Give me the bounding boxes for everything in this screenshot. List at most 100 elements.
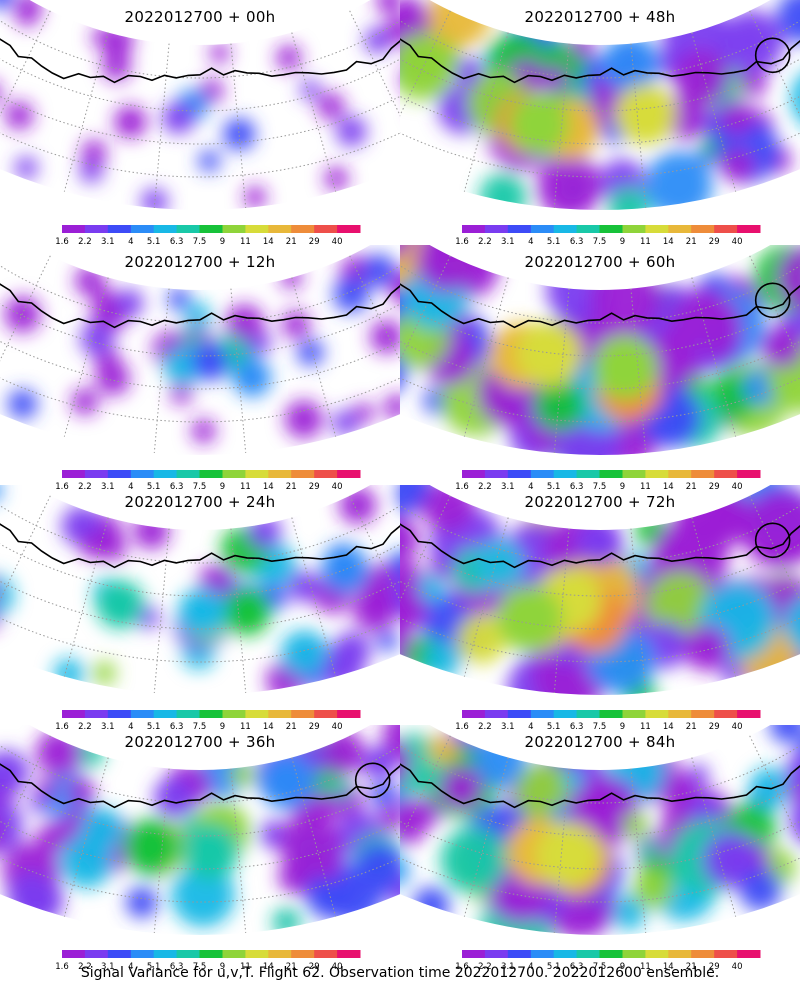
colorbar-label: 1.6 xyxy=(455,722,469,732)
colorbar: 1.6 2.2 3.1 4 5.1 6.3 7.5 9 11 14 21 29 40 xyxy=(455,225,761,247)
colorbar-label: 4 xyxy=(528,237,533,247)
panel-12h: 1.6 2.2 3.1 4 5.1 6.3 7.5 9 11 14 21 29 40 202201270… xyxy=(0,245,400,495)
colorbar-swatch xyxy=(622,470,646,478)
colorbar-label: 6.3 xyxy=(570,722,584,732)
colorbar-label: 1.6 xyxy=(455,482,469,492)
variance-blob xyxy=(321,647,364,690)
latitude-line xyxy=(0,20,400,79)
colorbar-swatch xyxy=(714,710,738,718)
latitude-line xyxy=(0,580,400,630)
colorbar-label: 5.1 xyxy=(147,237,161,247)
colorbar-label: 40 xyxy=(732,237,743,247)
colorbar-label: 2.2 xyxy=(478,482,492,492)
latitude-line xyxy=(400,265,800,324)
colorbar-swatch xyxy=(484,710,509,718)
colorbar: 1.6 2.2 3.1 4 5.1 6.3 7.5 9 11 14 21 29 40 xyxy=(455,710,761,732)
variance-blob xyxy=(0,81,2,104)
colorbar-swatch xyxy=(222,470,246,478)
variance-maximum xyxy=(516,320,583,387)
colorbar-label: 3.1 xyxy=(501,237,515,247)
variance-blob xyxy=(428,734,459,765)
variance-blob xyxy=(576,518,623,565)
coastline xyxy=(400,282,800,329)
variance-blob xyxy=(141,188,168,211)
colorbar-label: 3.1 xyxy=(501,962,515,972)
colorbar: 1.6 2.2 3.1 4 5.1 6.3 7.5 9 11 14 21 29 40 xyxy=(55,710,361,732)
colorbar-swatch xyxy=(737,710,761,718)
colorbar-swatch xyxy=(199,950,223,958)
variance-blob xyxy=(279,813,342,875)
variance-maximum xyxy=(535,821,603,890)
panel-title: 2022012700 + 60h xyxy=(524,253,676,271)
latitude-line xyxy=(400,95,800,145)
variance-blob xyxy=(67,777,96,806)
coastline xyxy=(400,762,800,809)
variance-blob xyxy=(672,49,729,106)
variance-blob xyxy=(191,418,216,444)
variance-blob xyxy=(718,99,755,136)
colorbar-label: 9 xyxy=(220,962,225,972)
colorbar-label: 7.5 xyxy=(193,722,207,732)
variance-blob xyxy=(457,614,507,664)
variance-blob xyxy=(53,658,84,689)
variance-blob xyxy=(439,766,483,810)
colorbar-swatch xyxy=(462,950,486,958)
colorbar-label: 40 xyxy=(732,962,743,972)
variance-blob xyxy=(284,400,323,439)
variance-blob xyxy=(400,33,457,101)
colorbar-swatch xyxy=(268,950,292,958)
latitude-line xyxy=(400,820,800,870)
colorbar: 1.6 2.2 3.1 4 5.1 6.3 7.5 9 11 14 21 29 40 xyxy=(55,225,361,247)
variance-blob xyxy=(739,70,767,97)
colorbar-swatch xyxy=(530,470,555,478)
colorbar-swatch xyxy=(199,710,223,718)
colorbar-label: 9 xyxy=(620,482,625,492)
variance-blob xyxy=(276,44,302,71)
colorbar-label: 21 xyxy=(286,482,297,492)
variance-blob xyxy=(243,186,267,209)
colorbar-label: 3.1 xyxy=(501,482,515,492)
variance-blob xyxy=(332,409,359,436)
variance-blob xyxy=(167,287,191,311)
colorbar-label: 14 xyxy=(263,722,274,732)
variance-blob xyxy=(601,35,660,94)
colorbar-swatch xyxy=(314,950,338,958)
panel-48h: 1.6 2.2 3.1 4 5.1 6.3 7.5 9 11 14 21 29 40 202201270… xyxy=(400,0,800,250)
latitude-line xyxy=(400,340,800,390)
colorbar-swatch xyxy=(130,710,155,718)
panel-84h: 1.6 2.2 3.1 4 5.1 6.3 7.5 9 11 14 21 29 40 202201270… xyxy=(400,725,800,975)
colorbar-swatch xyxy=(737,950,761,958)
colorbar-swatch xyxy=(291,225,315,233)
variance-blob xyxy=(317,92,345,120)
colorbar-swatch xyxy=(691,470,715,478)
variance-blob xyxy=(0,0,15,10)
latitude-line xyxy=(400,303,800,357)
colorbar-swatch xyxy=(153,950,178,958)
colorbar-swatch xyxy=(691,710,715,718)
colorbar-label: 40 xyxy=(732,722,743,732)
variance-blob xyxy=(479,173,527,211)
variance-blob xyxy=(297,339,324,366)
colorbar-label: 1.6 xyxy=(55,962,69,972)
colorbar-label: 6.3 xyxy=(570,482,584,492)
colorbar-swatch xyxy=(462,710,486,718)
variance-blob xyxy=(360,752,385,777)
colorbar-swatch xyxy=(576,710,600,718)
variance-blob xyxy=(281,310,310,339)
variance-blob xyxy=(385,14,400,45)
panel-72h: 1.6 2.2 3.1 4 5.1 6.3 7.5 9 11 14 21 29 40 202201270… xyxy=(400,485,800,735)
variance-blob xyxy=(718,9,784,76)
variance-maximum xyxy=(162,101,195,134)
colorbar-label: 4 xyxy=(528,482,533,492)
colorbar-label: 1.6 xyxy=(55,482,69,492)
colorbar-swatch xyxy=(153,710,178,718)
variance-blob xyxy=(336,116,367,147)
colorbar-label: 3.1 xyxy=(101,482,115,492)
colorbar-label: 7.5 xyxy=(593,722,607,732)
variance-blob xyxy=(384,394,400,420)
colorbar-label: 11 xyxy=(640,237,651,247)
variance-blob xyxy=(153,776,195,819)
colorbar-label: 6.3 xyxy=(170,962,184,972)
colorbar-swatch xyxy=(176,710,200,718)
variance-blob xyxy=(400,485,431,517)
